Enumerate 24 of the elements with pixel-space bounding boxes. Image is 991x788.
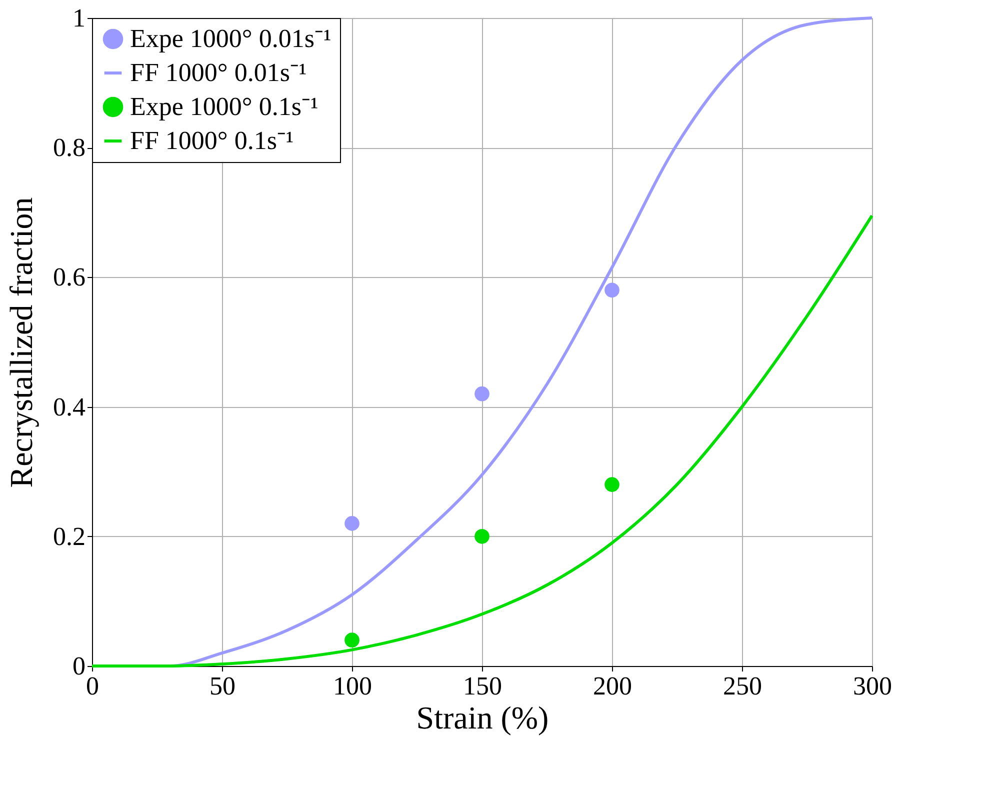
- legend-label: FF 1000° 0.01s⁻¹: [130, 58, 307, 87]
- x-tick-label: 200: [593, 672, 632, 700]
- legend-label: FF 1000° 0.1s⁻¹: [130, 126, 294, 155]
- legend-label: Expe 1000° 0.01s⁻¹: [130, 24, 332, 53]
- y-axis-title: Recrystallized fraction: [3, 197, 39, 488]
- point: [474, 529, 490, 544]
- y-tick-label: 0.2: [53, 522, 86, 551]
- y-tick-label: 0.4: [53, 392, 86, 422]
- y-tick-label: 0: [72, 652, 86, 680]
- y-tick-label: 1: [72, 4, 86, 32]
- x-tick-label: 300: [853, 672, 892, 700]
- x-axis-title: Strain (%): [416, 700, 549, 736]
- x-tick-label: 250: [723, 672, 762, 700]
- point: [604, 477, 620, 492]
- point: [344, 632, 360, 648]
- point: [474, 386, 490, 402]
- point: [604, 282, 620, 298]
- x-tick-label: 100: [333, 672, 372, 700]
- legend-label: Expe 1000° 0.1s⁻¹: [130, 92, 318, 121]
- y-tick-label: 0.8: [53, 133, 86, 162]
- x-tick-label: 50: [210, 672, 236, 700]
- x-tick-label: 150: [463, 672, 502, 700]
- y-tick-label: 0.6: [53, 262, 86, 292]
- point: [344, 516, 360, 531]
